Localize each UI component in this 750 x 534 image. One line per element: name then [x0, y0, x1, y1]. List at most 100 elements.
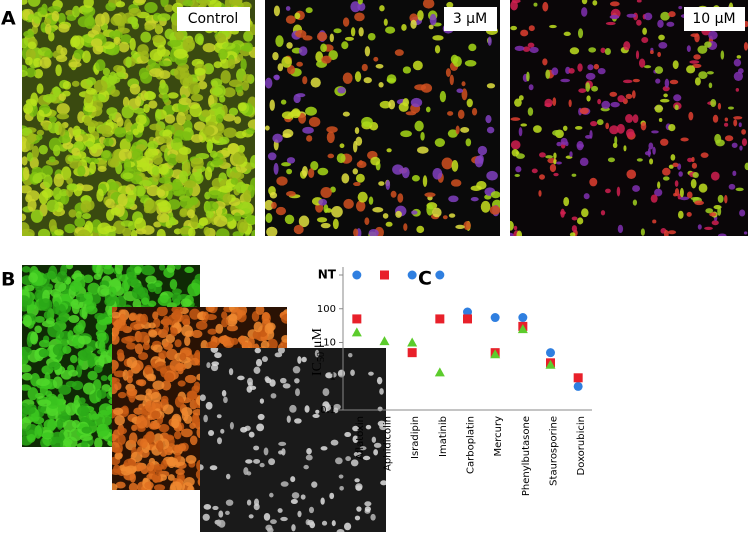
- cell: [60, 265, 68, 276]
- cell: [264, 376, 270, 382]
- cell: [739, 145, 743, 151]
- cell: [222, 113, 236, 122]
- cell: [638, 58, 646, 68]
- cell: [127, 369, 134, 378]
- cell: [286, 191, 296, 197]
- cell: [588, 47, 597, 53]
- cell: [241, 80, 250, 91]
- cell: [364, 217, 370, 226]
- cell: [650, 50, 654, 55]
- cell: [518, 127, 523, 137]
- cell: [179, 208, 188, 218]
- cell: [281, 448, 286, 456]
- cell: [220, 428, 225, 434]
- cell: [486, 83, 496, 89]
- cell: [27, 198, 37, 212]
- cell: [370, 513, 376, 521]
- cell: [265, 125, 270, 131]
- cell: [194, 273, 200, 284]
- cell: [291, 492, 300, 499]
- cell: [528, 25, 535, 32]
- x-tick-label: Carboplatin: [466, 416, 477, 474]
- cell: [514, 45, 525, 51]
- cell: [135, 114, 147, 126]
- cell: [371, 436, 377, 443]
- y-label-unit: μM: [310, 327, 325, 348]
- cell: [152, 380, 165, 390]
- cell: [227, 58, 236, 69]
- cell: [302, 76, 308, 85]
- cell: [63, 436, 78, 447]
- cell: [52, 301, 60, 315]
- cell: [34, 68, 44, 79]
- cell: [133, 185, 146, 197]
- cell: [55, 316, 68, 324]
- cell: [141, 297, 150, 305]
- x-tick-label: Isradipin: [410, 416, 421, 459]
- cell: [585, 72, 596, 80]
- cell: [410, 97, 423, 108]
- cell: [82, 212, 92, 220]
- cell: [58, 135, 71, 144]
- cell: [284, 214, 295, 225]
- cell: [68, 209, 77, 218]
- cell: [708, 30, 718, 40]
- cell: [205, 307, 215, 313]
- cell: [132, 128, 139, 136]
- cell: [601, 100, 611, 110]
- cell: [51, 10, 60, 22]
- cell: [607, 157, 615, 163]
- cell: [245, 459, 253, 464]
- cell: [741, 138, 748, 147]
- cell: [22, 185, 32, 194]
- cell: [323, 403, 332, 412]
- cell: [379, 423, 386, 431]
- cell: [489, 205, 500, 215]
- cell: [626, 169, 637, 179]
- image-label: Control: [188, 11, 239, 27]
- cell: [640, 228, 645, 236]
- cell: [22, 364, 32, 373]
- cell: [329, 492, 335, 500]
- cell: [354, 71, 362, 82]
- scatter-chart: 0.1 1 10 100 NT Aflatoxin Aphidicolin Isradipin…: [317, 267, 592, 496]
- cell: [189, 422, 196, 430]
- cell: [215, 323, 224, 334]
- cell: [89, 161, 97, 175]
- cell: [54, 229, 64, 236]
- cell: [298, 215, 310, 228]
- cell: [22, 38, 29, 49]
- cell: [22, 406, 36, 415]
- cell: [206, 341, 218, 350]
- cell: [83, 105, 97, 113]
- cell: [85, 305, 98, 315]
- cell: [416, 225, 425, 234]
- cell: [62, 141, 74, 150]
- cell: [717, 102, 722, 110]
- cell: [302, 126, 314, 134]
- cell: [157, 295, 172, 306]
- cell: [34, 425, 42, 439]
- cell: [312, 413, 320, 418]
- cell: [65, 402, 77, 416]
- cell: [424, 192, 436, 198]
- cell: [733, 71, 743, 81]
- cell: [652, 146, 656, 155]
- cell: [185, 114, 192, 122]
- cell: [659, 98, 670, 103]
- cell: [448, 213, 456, 218]
- cell: [295, 93, 306, 98]
- cell: [409, 13, 418, 23]
- cell: [68, 314, 80, 324]
- cell: [712, 114, 719, 123]
- cell: [471, 107, 478, 116]
- cell: [149, 48, 163, 61]
- cell: [581, 0, 588, 5]
- cell: [663, 229, 669, 236]
- cell: [247, 382, 253, 387]
- cell: [50, 288, 62, 298]
- cell: [626, 13, 637, 18]
- cell: [593, 63, 600, 70]
- cell: [654, 104, 664, 113]
- cell: [134, 0, 147, 4]
